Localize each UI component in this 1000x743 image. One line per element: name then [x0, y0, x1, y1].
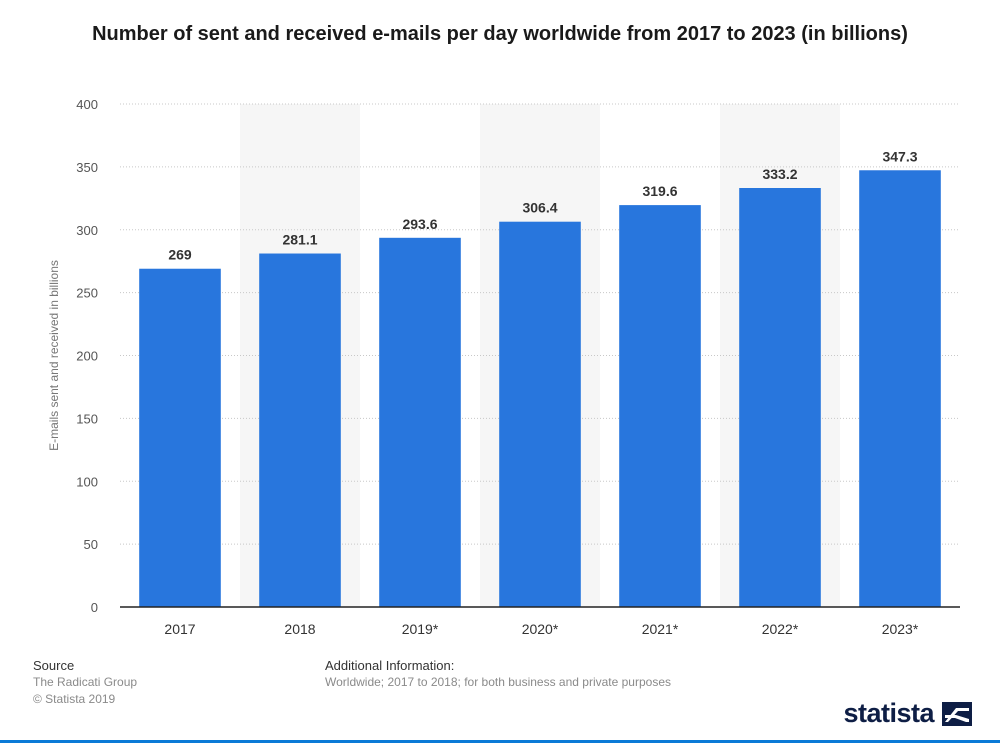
- y-tick-label: 400: [76, 97, 98, 112]
- y-tick-label: 100: [76, 474, 98, 489]
- source-block: Source The Radicati Group © Statista 201…: [33, 657, 137, 708]
- bar-2019: [379, 237, 461, 607]
- data-label: 306.4: [522, 200, 557, 216]
- x-tick-label: 2018: [284, 621, 315, 637]
- logo-text: statista: [843, 698, 934, 728]
- data-label: 281.1: [282, 232, 317, 248]
- source-header: Source: [33, 658, 75, 673]
- x-tick-label: 2017: [164, 621, 195, 637]
- bar-2018: [259, 253, 341, 607]
- y-tick-label: 150: [76, 411, 98, 426]
- bar-2023: [859, 170, 941, 607]
- y-tick-label: 0: [91, 600, 98, 615]
- x-tick-label: 2022*: [762, 621, 799, 637]
- bar-2022: [739, 188, 821, 607]
- x-tick-label: 2019*: [402, 621, 439, 637]
- additional-info-block: Additional Information: Worldwide; 2017 …: [325, 657, 671, 691]
- bar-2020: [499, 221, 581, 607]
- data-label: 293.6: [402, 216, 437, 232]
- y-tick-label: 350: [76, 160, 98, 175]
- bottom-accent-bar: [0, 740, 1000, 743]
- data-label: 347.3: [882, 148, 917, 164]
- data-label: 319.6: [642, 183, 677, 199]
- additional-info-text: Worldwide; 2017 to 2018; for both busine…: [325, 675, 671, 689]
- data-label: 333.2: [762, 166, 797, 182]
- bar-2021: [619, 205, 701, 607]
- copyright: © Statista 2019: [33, 692, 116, 706]
- x-tick-label: 2023*: [882, 621, 919, 637]
- y-tick-label: 200: [76, 349, 98, 364]
- y-tick-label: 300: [76, 223, 98, 238]
- x-tick-label: 2021*: [642, 621, 679, 637]
- bar-chart: 0 50 100 150 200 250 300 350 400 E-mails sent and…: [47, 97, 960, 637]
- statista-logo[interactable]: statista: [843, 698, 972, 729]
- y-tick-label: 250: [76, 286, 98, 301]
- y-axis-title: E-mails sent and received in billions: [47, 260, 61, 451]
- bar-2017: [139, 268, 221, 607]
- statista-logo-icon: [942, 701, 972, 726]
- chart-title: Number of sent and received e-mails per …: [92, 23, 908, 45]
- x-tick-label: 2020*: [522, 621, 559, 637]
- y-tick-label: 50: [84, 537, 98, 552]
- additional-info-header: Additional Information:: [325, 658, 455, 673]
- data-label: 269: [168, 247, 192, 263]
- source-name[interactable]: The Radicati Group: [33, 675, 138, 689]
